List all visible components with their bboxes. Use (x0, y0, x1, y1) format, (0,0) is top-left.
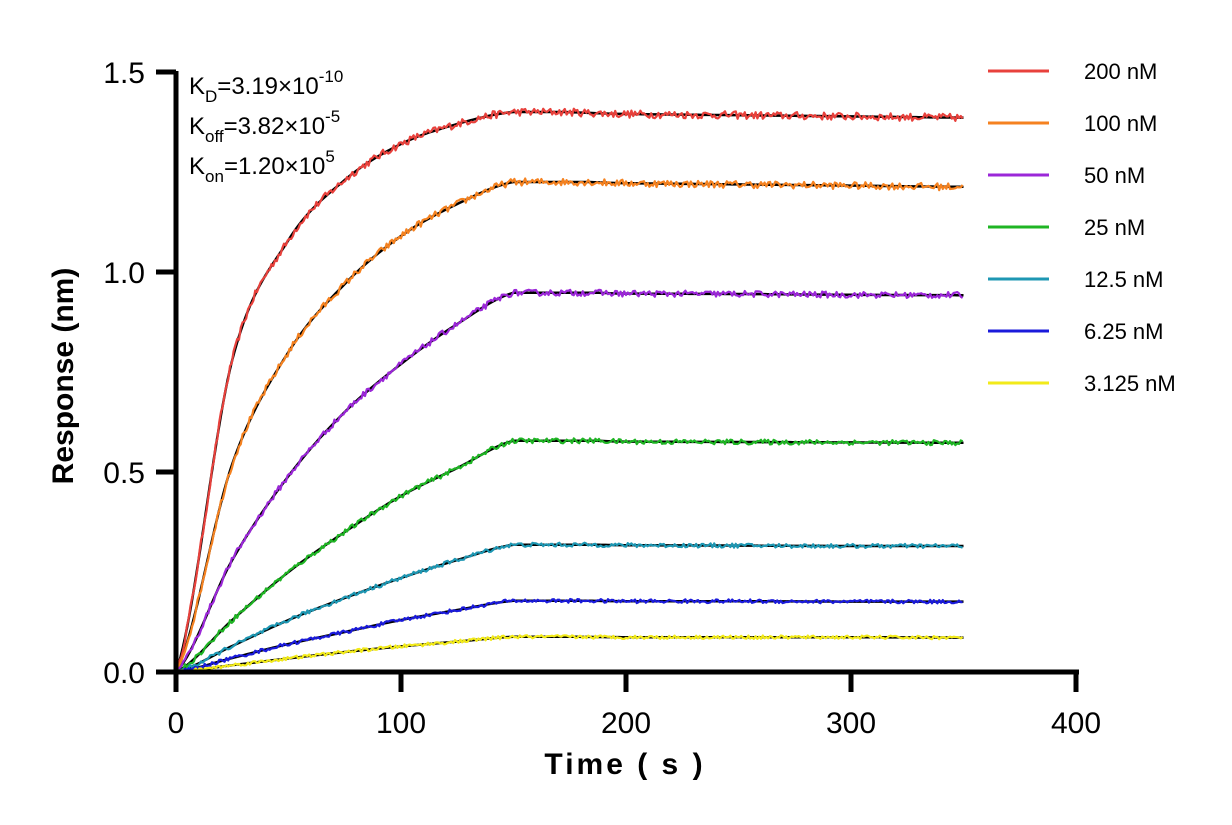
legend-label: 25 nM (1084, 215, 1145, 240)
legend-label: 50 nM (1084, 163, 1145, 188)
legend-label: 200 nM (1084, 59, 1157, 84)
legend-label: 6.25 nM (1084, 319, 1164, 344)
x-tick-label: 300 (826, 707, 876, 740)
y-tick-label: 0.0 (103, 657, 145, 690)
x-tick-label: 400 (1051, 707, 1101, 740)
kinetic-constant-off: Koff=3.82×10-5 (189, 107, 340, 146)
y-ticks: 0.0 0.5 1.0 1.5 (103, 57, 176, 690)
fit-curve (175, 543, 964, 674)
x-tick-label: 0 (168, 707, 185, 740)
fit-curves (174, 110, 964, 674)
legend-label: 12.5 nM (1084, 267, 1164, 292)
data-series-line (175, 541, 964, 674)
legend: 200 nM 100 nM 50 nM 25 nM 12.5 nM 6.25 nM 3.12… (988, 59, 1176, 396)
legend-label: 100 nM (1084, 111, 1157, 136)
data-series-line (175, 288, 964, 673)
data-series-line (175, 634, 964, 674)
y-tick-label: 0.5 (103, 457, 145, 490)
data-series-line (174, 107, 964, 673)
x-ticks: 0 100 200 300 400 (168, 672, 1101, 740)
data-series (174, 107, 964, 674)
data-series-line (175, 177, 964, 673)
fit-curve (174, 110, 964, 673)
x-axis-title: Time ( s ) (544, 748, 705, 781)
data-series-line (175, 437, 964, 673)
y-axis-title: Response (nm) (47, 268, 80, 485)
kinetic-constant-d: KD=3.19×10-10 (189, 67, 343, 106)
y-tick-label: 1.5 (103, 57, 145, 90)
y-tick-label: 1.0 (103, 257, 145, 290)
data-series-line (175, 597, 963, 674)
fit-curve (175, 291, 964, 673)
kinetic-constant-on: Kon=1.20×105 (189, 147, 335, 186)
legend-label: 3.125 nM (1084, 371, 1176, 396)
x-tick-label: 100 (376, 707, 426, 740)
x-tick-label: 200 (601, 707, 651, 740)
